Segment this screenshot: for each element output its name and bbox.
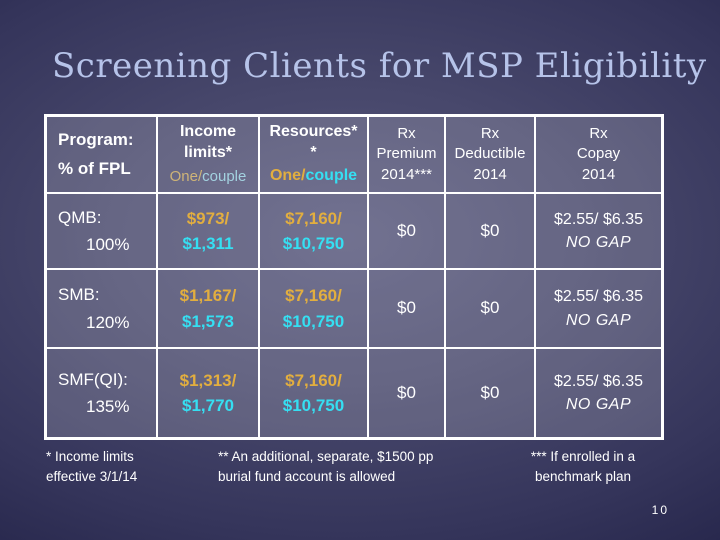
smb-fpl-percent: 120% [86,312,130,332]
qmb-resources-one: $7,160/ [285,208,342,228]
qmb-resources-couple: $10,750 [282,234,345,253]
header-resources-line1: Resources* [269,122,358,140]
rx-premium-line3: 2014*** [381,165,432,183]
qmb-copay-nogap: NO GAP [565,234,632,251]
header-program: Program: % of FPL [46,116,157,193]
header-rx-deductible: Rx Deductible 2014 [445,116,535,193]
rx-copay-line3: 2014 [581,165,616,183]
smfqi-resources-one: $7,160/ [285,370,342,390]
rx-deductible-line3: 2014 [473,165,507,183]
smb-label: SMB: [58,285,100,305]
smfqi-income-limits: $1,313/ $1,770 [157,348,259,438]
smfqi-copay-nogap: NO GAP [565,396,632,413]
footnote1-line2: effective 3/1/14 [46,469,138,485]
header-resources-one-couple: One/couple [270,166,357,187]
table-row-smb-program: SMB: 120% [46,269,157,348]
qmb-rx-premium: $0 [368,193,445,269]
header-program-line1: Program: [58,129,134,149]
table-row-smfqi-program: SMF(QI): 135% [46,348,157,438]
footnote3-line2: benchmark plan [534,469,632,485]
header-rx-copay: Rx Copay 2014 [535,116,662,193]
smfqi-rx-premium: $0 [368,348,445,438]
smb-resources: $7,160/ $10,750 [259,269,368,348]
footnote-income-limits: * Income limits effective 3/1/14 [46,447,211,488]
qmb-income-couple: $1,311 [182,234,234,253]
smb-rx-deductible: $0 [445,269,535,348]
rx-copay-line2: Copay [576,145,621,163]
msp-eligibility-table: Program: % of FPL Income limits* One/cou… [44,114,664,440]
qmb-fpl-percent: 100% [86,235,130,254]
header-income-one-couple: One/couple [170,167,247,187]
qmb-income-limits: $973/ $1,311 [157,193,259,269]
rx-premium-line1: Rx [397,125,416,143]
smb-income-one: $1,167/ [179,286,237,305]
footnote2-line2: burial fund account is allowed [218,469,396,485]
smb-rx-premium: $0 [368,269,445,348]
smfqi-fpl-percent: 135% [86,397,130,416]
footnote1-line1: * Income limits [46,449,134,464]
footnote-burial-fund: ** An additional, separate, $1500 pp bur… [218,447,488,488]
smb-income-couple: $1,573 [182,311,234,331]
smfqi-income-couple: $1,770 [182,396,234,415]
qmb-rx-deductible: $0 [445,193,535,269]
smfqi-resources: $7,160/ $10,750 [259,348,368,438]
header-resources-line2: * [310,143,317,161]
smfqi-label: SMF(QI): [58,369,128,389]
footnote-benchmark-plan: *** If enrolled in a benchmark plan [498,447,668,488]
header-income-line2: limits* [183,144,232,162]
smb-resources-one: $7,160/ [285,286,342,305]
resources-one-label: One/ [269,167,306,185]
smfqi-rx-copay: $2.55/ $6.35 NO GAP [535,348,662,438]
qmb-copay-amount: $2.55/ $6.35 [554,210,643,228]
qmb-label: QMB: [58,207,102,227]
smb-copay-amount: $2.55/ $6.35 [554,288,643,306]
smb-resources-couple: $10,750 [282,311,345,331]
qmb-income-one: $973/ [186,208,230,228]
smfqi-rx-deductible: $0 [445,348,535,438]
header-resources: Resources* * One/couple [259,116,368,193]
smfqi-copay-amount: $2.55/ $6.35 [554,372,643,390]
header-program-line2: % of FPL [58,158,131,178]
smfqi-resources-couple: $10,750 [282,396,345,415]
header-income-line1: Income [179,123,236,141]
slide-title: Screening Clients for MSP Eligibility [52,46,707,86]
footnote3-line1: *** If enrolled in a [530,449,636,464]
rx-premium-line2: Premium [376,145,437,163]
smfqi-income-one: $1,313/ [179,370,237,390]
rx-deductible-line2: Deductible [454,145,526,163]
income-couple-label: couple [202,168,247,186]
rx-deductible-line1: Rx [480,125,500,143]
table-row-qmb-program: QMB: 100% [46,193,157,269]
qmb-rx-copay: $2.55/ $6.35 NO GAP [535,193,662,269]
footnote2-line1: ** An additional, separate, $1500 pp [218,449,434,464]
smb-rx-copay: $2.55/ $6.35 NO GAP [535,269,662,348]
resources-couple-label: couple [305,167,358,185]
page-number: 10 [651,503,669,517]
header-rx-premium: Rx Premium 2014*** [368,116,445,193]
smb-copay-nogap: NO GAP [565,311,632,329]
qmb-resources: $7,160/ $10,750 [259,193,368,269]
income-one-label: One/ [169,168,203,186]
smb-income-limits: $1,167/ $1,573 [157,269,259,348]
rx-copay-line1: Rx [589,125,608,143]
header-income-limits: Income limits* One/couple [157,116,259,193]
